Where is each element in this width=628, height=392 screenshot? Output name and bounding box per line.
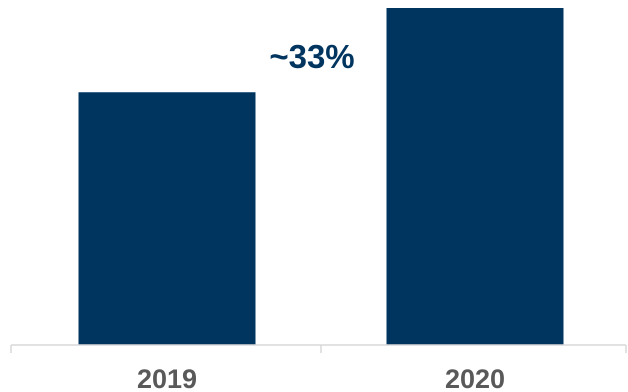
tick-label-2020: 2020 bbox=[445, 364, 505, 392]
x-axis-ticks bbox=[10, 345, 627, 353]
bar-2020 bbox=[386, 8, 564, 345]
growth-annotation: ~33% bbox=[269, 38, 354, 75]
x-axis-tick-labels: 2019 2020 bbox=[137, 364, 505, 392]
bars-group bbox=[78, 8, 564, 345]
bar-2019 bbox=[78, 92, 256, 345]
tick-label-2019: 2019 bbox=[137, 364, 197, 392]
